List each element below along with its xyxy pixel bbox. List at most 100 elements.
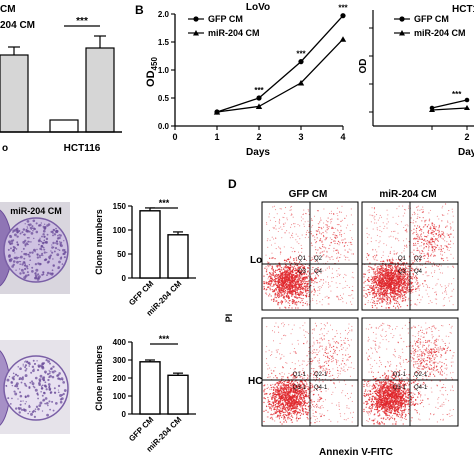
event-dot	[279, 342, 281, 345]
event-dot	[382, 276, 384, 279]
event-dot	[306, 304, 308, 306]
event-dot	[314, 236, 316, 238]
event-dot	[377, 272, 379, 274]
event-dot	[295, 267, 297, 270]
event-dot	[422, 283, 424, 285]
event-dot	[336, 296, 338, 298]
event-dot	[272, 257, 274, 259]
event-dot	[339, 333, 341, 335]
event-dot	[305, 280, 307, 283]
event-dot	[430, 253, 433, 255]
event-dot	[344, 370, 346, 373]
event-dot	[423, 253, 425, 255]
event-dot	[286, 273, 289, 276]
event-dot	[416, 256, 418, 258]
event-dot	[304, 285, 307, 287]
event-dot	[329, 237, 331, 239]
event-dot	[277, 296, 280, 299]
event-dot	[404, 244, 406, 246]
event-dot	[421, 264, 423, 266]
event-dot	[380, 293, 382, 295]
event-dot	[297, 281, 299, 284]
event-dot	[379, 289, 382, 291]
event-dot	[322, 270, 324, 272]
event-dot	[313, 286, 315, 288]
event-dot	[330, 420, 332, 422]
event-dot	[283, 285, 285, 288]
colony-dot	[27, 361, 31, 365]
event-dot	[284, 284, 286, 287]
event-dot	[441, 286, 443, 288]
event-dot	[336, 207, 338, 209]
event-dot	[310, 242, 313, 244]
event-dot	[376, 276, 378, 278]
event-dot	[271, 257, 273, 259]
event-dot	[420, 238, 422, 240]
event-dot	[265, 222, 268, 224]
colony-dot	[22, 228, 26, 231]
colony-dot	[32, 219, 36, 223]
event-dot	[331, 238, 333, 241]
colony-dot	[41, 252, 44, 255]
event-dot	[274, 289, 276, 291]
event-dot	[351, 294, 353, 296]
event-dot	[406, 279, 408, 281]
event-dot	[304, 277, 307, 280]
event-dot	[383, 293, 386, 295]
event-dot	[392, 275, 394, 277]
event-dot	[414, 302, 416, 305]
event-dot	[278, 414, 280, 416]
colony-dot	[47, 383, 51, 386]
event-dot	[310, 218, 313, 220]
event-dot	[396, 277, 398, 280]
colony-dot	[19, 272, 22, 275]
event-dot	[424, 280, 426, 282]
event-dot	[341, 296, 343, 298]
event-dot	[395, 277, 397, 279]
quadrant-label: Q3	[298, 269, 307, 275]
event-dot	[312, 266, 314, 269]
colony-dot	[24, 252, 28, 256]
event-dot	[350, 366, 352, 368]
event-dot	[380, 291, 382, 293]
event-dot	[374, 264, 376, 266]
event-dot	[444, 245, 446, 247]
event-dot	[371, 306, 374, 309]
event-dot	[392, 277, 395, 280]
event-dot	[387, 303, 389, 305]
event-dot	[446, 226, 448, 228]
event-dot	[290, 226, 292, 228]
colony-dot	[48, 376, 51, 379]
colony-dot	[27, 273, 30, 277]
event-dot	[297, 388, 299, 390]
event-dot	[427, 234, 429, 236]
event-dot	[293, 267, 295, 270]
event-dot	[270, 355, 272, 357]
event-dot	[407, 291, 409, 293]
bar-y-tick-label: 0	[122, 274, 127, 283]
event-dot	[337, 251, 339, 253]
event-dot	[325, 269, 327, 271]
colony-dot	[46, 413, 49, 417]
event-dot	[338, 274, 341, 277]
event-dot	[292, 247, 294, 249]
line-chart-xlabel: Days	[246, 147, 270, 158]
event-dot	[403, 291, 405, 294]
event-dot	[336, 229, 338, 231]
event-dot	[389, 259, 391, 261]
event-dot	[336, 276, 338, 278]
event-dot	[423, 243, 425, 245]
colony-dot	[31, 266, 34, 269]
event-dot	[321, 245, 324, 248]
event-dot	[368, 276, 370, 279]
event-dot	[283, 278, 286, 280]
event-dot	[285, 275, 287, 277]
event-dot	[406, 281, 409, 283]
event-dot	[403, 286, 405, 288]
event-dot	[436, 298, 438, 300]
event-dot	[267, 405, 270, 407]
event-dot	[350, 339, 352, 341]
event-dot	[317, 275, 319, 277]
event-dot	[275, 297, 277, 299]
event-dot	[295, 404, 297, 406]
